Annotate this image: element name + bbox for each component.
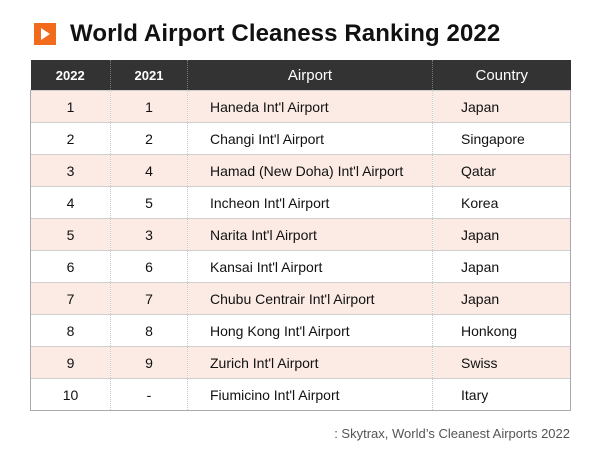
rank-2022-cell: 4 bbox=[30, 186, 111, 219]
rank-2021-cell: 3 bbox=[110, 218, 188, 251]
rank-2021-cell: 5 bbox=[110, 186, 188, 219]
airport-name-cell: Narita Int'l Airport bbox=[187, 218, 433, 251]
country-cell: Qatar bbox=[432, 154, 571, 187]
source-note: : Skytrax, World’s Cleanest Airports 202… bbox=[334, 426, 570, 441]
country-cell: Singapore bbox=[432, 122, 571, 155]
table-row: 1 1 Haneda Int'l Airport Japan bbox=[30, 90, 571, 123]
rank-2021-cell: 8 bbox=[110, 314, 188, 347]
airport-name-cell: Zurich Int'l Airport bbox=[187, 346, 433, 379]
chart-title: World Airport Cleaness Ranking 2022 bbox=[70, 20, 501, 47]
country-cell: Itary bbox=[432, 378, 571, 411]
rank-2022-cell: 10 bbox=[30, 378, 111, 411]
rank-2022-cell: 6 bbox=[30, 250, 111, 283]
table-row: 4 5 Incheon Int'l Airport Korea bbox=[30, 186, 571, 219]
country-cell: Honkong bbox=[432, 314, 571, 347]
table-row: 3 4 Hamad (New Doha) Int'l Airport Qatar bbox=[30, 154, 571, 187]
airport-name-cell: Hamad (New Doha) Int'l Airport bbox=[187, 154, 433, 187]
table-row: 9 9 Zurich Int'l Airport Swiss bbox=[30, 346, 571, 379]
table-row: 5 3 Narita Int'l Airport Japan bbox=[30, 218, 571, 251]
rank-2022-cell: 2 bbox=[30, 122, 111, 155]
country-cell: Japan bbox=[432, 250, 571, 283]
table-row: 6 6 Kansai Int'l Airport Japan bbox=[30, 250, 571, 283]
rank-2022-cell: 3 bbox=[30, 154, 111, 187]
rank-2021-cell: 4 bbox=[110, 154, 188, 187]
country-cell: Korea bbox=[432, 186, 571, 219]
table-body: 1 1 Haneda Int'l Airport Japan 2 2 Changi Int'… bbox=[30, 90, 571, 411]
table-row: 10- Fiumicino Int'l Airport Itary bbox=[30, 378, 571, 411]
country-cell: Japan bbox=[432, 218, 571, 251]
rank-2021-cell: 9 bbox=[110, 346, 188, 379]
rank-2022-cell: 5 bbox=[30, 218, 111, 251]
table-row: 2 2 Changi Int'l Airport Singapore bbox=[30, 122, 571, 155]
airport-name-cell: Kansai Int'l Airport bbox=[187, 250, 433, 283]
airport-name-cell: Chubu Centrair Int'l Airport bbox=[187, 282, 433, 315]
airport-name-cell: Changi Int'l Airport bbox=[187, 122, 433, 155]
airport-name-cell: Haneda Int'l Airport bbox=[187, 90, 433, 123]
table-row: 8 8 Hong Kong Int'l Airport Honkong bbox=[30, 314, 571, 347]
title-bar: World Airport Cleaness Ranking 2022 bbox=[34, 20, 500, 48]
ranking-table: 2022 2021 Airport Country 1 1 Haneda Int'l… bbox=[30, 60, 571, 411]
rank-2022-cell: 7 bbox=[30, 282, 111, 315]
airport-name-cell: Incheon Int'l Airport bbox=[187, 186, 433, 219]
rank-2021-cell: 7 bbox=[110, 282, 188, 315]
table-header-row: 2022 2021 Airport Country bbox=[30, 60, 571, 91]
column-header-airport: Airport bbox=[187, 60, 433, 91]
rank-2021-cell: 2 bbox=[110, 122, 188, 155]
play-arrow-icon bbox=[34, 23, 56, 45]
country-cell: Japan bbox=[432, 282, 571, 315]
country-cell: Swiss bbox=[432, 346, 571, 379]
rank-2022-cell: 1 bbox=[30, 90, 111, 123]
airport-name-cell: Hong Kong Int'l Airport bbox=[187, 314, 433, 347]
rank-2021-cell: 1 bbox=[110, 90, 188, 123]
column-header-2021: 2021 bbox=[110, 60, 188, 91]
table-row: 7 7 Chubu Centrair Int'l Airport Japan bbox=[30, 282, 571, 315]
column-header-country: Country bbox=[432, 60, 571, 91]
rank-2021-cell: 6 bbox=[110, 250, 188, 283]
country-cell: Japan bbox=[432, 90, 571, 123]
column-header-2022: 2022 bbox=[30, 60, 111, 91]
airport-name-cell: Fiumicino Int'l Airport bbox=[187, 378, 433, 411]
rank-2022-cell: 9 bbox=[30, 346, 111, 379]
rank-2022-cell: 8 bbox=[30, 314, 111, 347]
rank-2021-cell: - bbox=[110, 378, 188, 411]
